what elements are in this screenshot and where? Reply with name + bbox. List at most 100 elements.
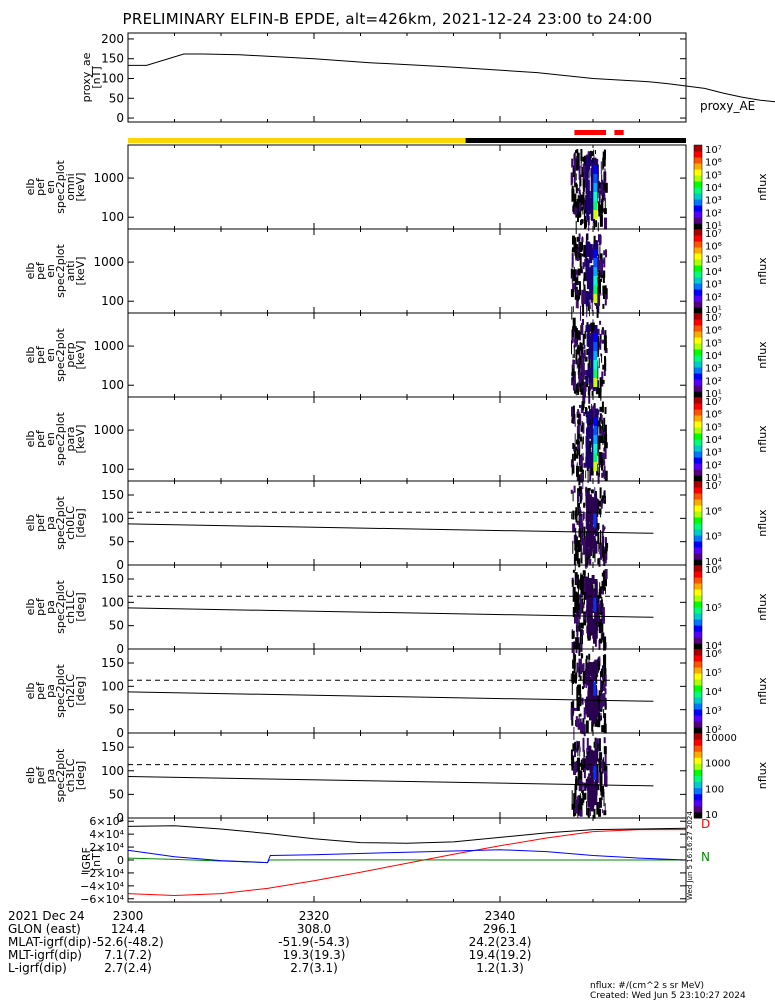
heatmap-cell <box>570 289 574 298</box>
colorbar-tick-label: 10⁶ <box>705 410 722 421</box>
heatmap-cell <box>604 168 606 181</box>
heatmap-cell <box>583 207 585 221</box>
heatmap-cell <box>588 222 590 232</box>
heatmap-cell <box>598 451 601 457</box>
heatmap-cell <box>587 807 590 818</box>
heatmap-cell <box>590 683 594 700</box>
colorbar-swatch <box>694 151 702 158</box>
heatmap-cell <box>579 809 583 817</box>
heatmap-cell <box>579 770 583 783</box>
heatmap-cell <box>588 653 591 660</box>
ylabel-line: ch0LC <box>64 506 77 540</box>
xaxis-row-label: 2021 Dec 24 <box>8 909 85 923</box>
ylabel-line: en <box>44 432 57 446</box>
colorbar-tick-label: 10⁶ <box>705 565 722 576</box>
heatmap-cell <box>596 802 599 815</box>
xtick-time: 2320 <box>299 909 330 923</box>
colorbar-swatch <box>694 781 702 789</box>
heatmap-cell <box>598 527 599 531</box>
heatmap-cell <box>579 722 582 730</box>
colorbar-tick-label: 10⁶ <box>705 158 722 169</box>
colorbar-swatch <box>694 565 702 572</box>
xtick-value: 124.4 <box>111 922 145 936</box>
colorbar-swatch <box>694 505 702 512</box>
heatmap-cell <box>600 180 602 185</box>
heatmap-cell <box>596 305 599 318</box>
heatmap-cell <box>596 743 599 752</box>
heatmap-cell <box>581 253 584 257</box>
colorbar-swatch <box>694 385 702 392</box>
heatmap-cell <box>584 792 587 800</box>
heatmap-cell <box>574 433 576 446</box>
heatmap-cell <box>587 509 591 523</box>
heatmap-cell <box>604 433 608 448</box>
plot-title: PRELIMINARY ELFIN-B EPDE, alt=426km, 202… <box>122 10 653 28</box>
heatmap-cell <box>594 609 598 622</box>
heatmap-cell <box>579 184 581 189</box>
heatmap-cell <box>588 303 589 311</box>
heatmap-cell <box>581 322 583 335</box>
heatmap-cell <box>576 520 579 525</box>
heatmap-cell <box>571 803 575 810</box>
heatmap-cell <box>596 695 600 701</box>
heatmap-cell <box>581 664 584 673</box>
heatmap-cell <box>579 342 583 351</box>
heatmap-cell <box>598 690 601 703</box>
heatmap-cell <box>575 672 577 678</box>
heatmap-cell <box>593 258 598 267</box>
heatmap-cell <box>601 809 603 814</box>
heatmap-cell <box>600 544 602 560</box>
heatmap-cell <box>582 422 585 434</box>
heatmap-cell <box>593 378 598 387</box>
heatmap-cell <box>591 755 595 769</box>
heatmap-cell <box>583 278 585 286</box>
heatmap-cell <box>582 570 586 576</box>
colorbar-swatch <box>694 259 702 266</box>
heatmap-cell <box>587 487 591 491</box>
heatmap-cell <box>589 340 593 348</box>
heatmap-cell <box>591 403 593 412</box>
heatmap-cell <box>597 472 600 484</box>
heatmap-cell <box>603 208 607 215</box>
heatmap-cell <box>597 614 600 622</box>
colorbar-swatch <box>694 481 702 488</box>
heatmap-cell <box>585 576 589 589</box>
heatmap-cell <box>580 174 582 187</box>
heatmap-cell <box>573 641 576 649</box>
heatmap-cell <box>573 193 577 208</box>
heatmap-cell <box>570 673 572 683</box>
heatmap-cell <box>577 289 580 299</box>
heatmap-cell <box>586 249 590 257</box>
heatmap-cell <box>571 274 573 284</box>
heatmap-cell <box>601 580 604 594</box>
heatmap-cell <box>580 630 582 634</box>
heatmap-cell <box>571 513 573 520</box>
heatmap-cell <box>578 796 581 807</box>
heatmap-cell <box>585 470 587 479</box>
heatmap-cell <box>593 351 598 360</box>
heatmap-cell <box>590 322 593 330</box>
colorbar-swatch <box>694 325 702 332</box>
heatmap-cell <box>600 625 603 640</box>
ytick-label: 2×10⁴ <box>89 841 124 854</box>
heatmap-cell <box>581 531 584 546</box>
heatmap-cell <box>582 686 584 690</box>
colorbar-tick-label: 10⁴ <box>705 351 722 362</box>
heatmap-cell <box>580 669 582 675</box>
colorbar-swatch <box>694 535 702 542</box>
heatmap-cell <box>582 452 584 458</box>
state-segment <box>465 138 686 143</box>
heatmap-cell <box>583 502 586 508</box>
heatmap-cell <box>581 237 584 243</box>
heatmap-cell <box>572 586 576 602</box>
heatmap-cell <box>582 758 584 764</box>
heatmap-cell <box>593 789 597 806</box>
heatmap-cell <box>576 574 579 589</box>
ylabel-line: elb <box>24 767 37 784</box>
colorbar-swatch <box>694 379 702 386</box>
heatmap-cell <box>602 683 606 691</box>
legend-N: N <box>701 850 710 864</box>
ylabel-line: [nT] <box>90 66 103 88</box>
heatmap-cell <box>588 754 592 763</box>
heatmap-cell <box>603 746 607 755</box>
